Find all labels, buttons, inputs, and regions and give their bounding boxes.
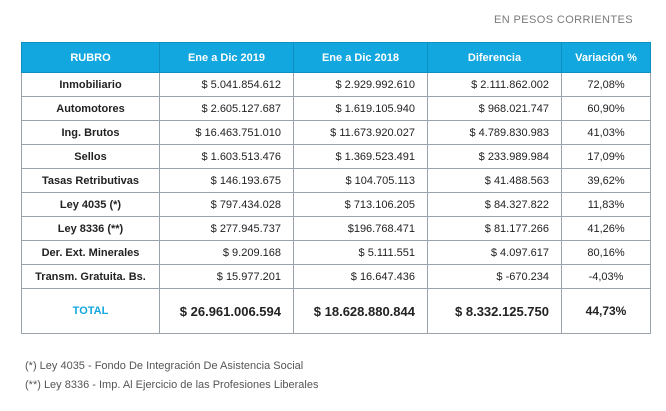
cell-rubro: Transm. Gratuita. Bs. bbox=[21, 264, 160, 289]
total-2018: $ 18.628.880.844 bbox=[293, 288, 428, 334]
cell-variacion: 17,09% bbox=[561, 144, 651, 169]
table-row: Tasas Retributivas $ 146.193.675 $ 104.7… bbox=[21, 168, 651, 193]
table-row: Ley 4035 (*) $ 797.434.028 $ 713.106.205… bbox=[21, 192, 651, 217]
cell-2018: $196.768.471 bbox=[293, 216, 428, 241]
cell-2018: $ 16.647.436 bbox=[293, 264, 428, 289]
cell-variacion: 41,26% bbox=[561, 216, 651, 241]
table-row: Transm. Gratuita. Bs. $ 15.977.201 $ 16.… bbox=[21, 264, 651, 289]
cell-2018: $ 5.111.551 bbox=[293, 240, 428, 265]
header-2019: Ene a Dic 2019 bbox=[159, 42, 294, 73]
cell-2019: $ 2.605.127.687 bbox=[159, 96, 294, 121]
cell-2019: $ 277.945.737 bbox=[159, 216, 294, 241]
cell-diferencia: $ 4.097.617 bbox=[427, 240, 562, 265]
cell-2018: $ 1.369.523.491 bbox=[293, 144, 428, 169]
cell-diferencia: $ -670.234 bbox=[427, 264, 562, 289]
table-row: Ley 8336 (**) $ 277.945.737 $196.768.471… bbox=[21, 216, 651, 241]
cell-rubro: Inmobiliario bbox=[21, 72, 160, 97]
total-variacion: 44,73% bbox=[561, 288, 651, 334]
table-row: Inmobiliario $ 5.041.854.612 $ 2.929.992… bbox=[21, 72, 651, 97]
total-diferencia: $ 8.332.125.750 bbox=[427, 288, 562, 334]
cell-2019: $ 146.193.675 bbox=[159, 168, 294, 193]
cell-rubro: Sellos bbox=[21, 144, 160, 169]
cell-rubro: Ing. Brutos bbox=[21, 120, 160, 145]
header-diferencia: Diferencia bbox=[427, 42, 562, 73]
cell-variacion: 60,90% bbox=[561, 96, 651, 121]
header-variacion: Variación % bbox=[561, 42, 651, 73]
cell-diferencia: $ 81.177.266 bbox=[427, 216, 562, 241]
table-row: Ing. Brutos $ 16.463.751.010 $ 11.673.92… bbox=[21, 120, 651, 145]
cell-variacion: 11,83% bbox=[561, 192, 651, 217]
cell-2018: $ 104.705.113 bbox=[293, 168, 428, 193]
cell-2018: $ 713.106.205 bbox=[293, 192, 428, 217]
cell-2018: $ 1.619.105.940 bbox=[293, 96, 428, 121]
cell-diferencia: $ 968.021.747 bbox=[427, 96, 562, 121]
cell-2019: $ 9.209.168 bbox=[159, 240, 294, 265]
cell-variacion: 41,03% bbox=[561, 120, 651, 145]
cell-rubro: Der. Ext. Minerales bbox=[21, 240, 160, 265]
cell-rubro: Ley 8336 (**) bbox=[21, 216, 160, 241]
cell-2019: $ 5.041.854.612 bbox=[159, 72, 294, 97]
table-row: Der. Ext. Minerales $ 9.209.168 $ 5.111.… bbox=[21, 240, 651, 265]
cell-rubro: Tasas Retributivas bbox=[21, 168, 160, 193]
cell-variacion: -4,03% bbox=[561, 264, 651, 289]
table-row: Sellos $ 1.603.513.476 $ 1.369.523.491 $… bbox=[21, 144, 651, 169]
cell-diferencia: $ 2.111.862.002 bbox=[427, 72, 562, 97]
header-2018: Ene a Dic 2018 bbox=[293, 42, 428, 73]
cell-variacion: 80,16% bbox=[561, 240, 651, 265]
cell-variacion: 72,08% bbox=[561, 72, 651, 97]
footnote-ley-4035: (*) Ley 4035 - Fondo De Integración De A… bbox=[25, 360, 304, 372]
cell-2018: $ 2.929.992.610 bbox=[293, 72, 428, 97]
total-row: TOTAL $ 26.961.006.594 $ 18.628.880.844 … bbox=[21, 288, 651, 334]
footnotes: (*) Ley 4035 - Fondo De Integración De A… bbox=[25, 357, 318, 395]
cell-diferencia: $ 4.789.830.983 bbox=[427, 120, 562, 145]
cell-2019: $ 15.977.201 bbox=[159, 264, 294, 289]
cell-diferencia: $ 41.488.563 bbox=[427, 168, 562, 193]
cell-2019: $ 16.463.751.010 bbox=[159, 120, 294, 145]
table-row: Automotores $ 2.605.127.687 $ 1.619.105.… bbox=[21, 96, 651, 121]
cell-variacion: 39,62% bbox=[561, 168, 651, 193]
cell-2019: $ 1.603.513.476 bbox=[159, 144, 294, 169]
cell-diferencia: $ 84.327.822 bbox=[427, 192, 562, 217]
total-2019: $ 26.961.006.594 bbox=[159, 288, 294, 334]
cell-diferencia: $ 233.989.984 bbox=[427, 144, 562, 169]
currency-caption: EN PESOS CORRIENTES bbox=[493, 14, 633, 26]
footnote-ley-8336: (**) Ley 8336 - Imp. Al Ejercicio de las… bbox=[25, 379, 319, 391]
cell-rubro: Ley 4035 (*) bbox=[21, 192, 160, 217]
header-rubro: RUBRO bbox=[21, 42, 160, 73]
cell-rubro: Automotores bbox=[21, 96, 160, 121]
cell-2019: $ 797.434.028 bbox=[159, 192, 294, 217]
cell-2018: $ 11.673.920.027 bbox=[293, 120, 428, 145]
revenue-table: RUBRO Ene a Dic 2019 Ene a Dic 2018 Dife… bbox=[21, 42, 651, 334]
table-header-row: RUBRO Ene a Dic 2019 Ene a Dic 2018 Dife… bbox=[21, 42, 651, 73]
total-label: TOTAL bbox=[21, 288, 160, 334]
